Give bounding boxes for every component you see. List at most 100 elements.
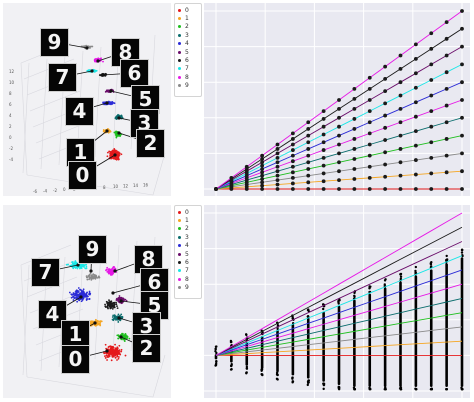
series-point <box>429 62 434 67</box>
point <box>117 337 120 340</box>
series-line-5 <box>215 283 463 356</box>
point <box>77 266 80 268</box>
series-point <box>306 180 311 185</box>
point <box>113 317 116 319</box>
legend-label: 5 <box>185 250 189 258</box>
series-point <box>429 155 434 160</box>
legend-label: 2 <box>185 23 189 31</box>
series-point <box>321 124 326 129</box>
series-point <box>260 163 265 168</box>
point <box>99 320 102 322</box>
series-point <box>275 173 280 178</box>
series-point <box>460 80 464 85</box>
point <box>104 357 107 359</box>
point <box>128 337 131 340</box>
point <box>73 294 76 297</box>
series-point <box>460 98 464 102</box>
series-line-7 <box>215 255 463 356</box>
series-point <box>383 187 388 191</box>
legend-entry-5: 5 <box>178 250 198 258</box>
series-point <box>444 20 449 25</box>
point <box>106 305 109 308</box>
point <box>88 298 91 300</box>
legend-entry-5: 5 <box>178 48 198 56</box>
series-point <box>383 150 388 155</box>
point <box>95 276 97 279</box>
series-point <box>460 9 464 13</box>
point <box>115 150 117 152</box>
point <box>77 295 80 298</box>
series-point <box>321 171 326 176</box>
x-tick-label: 16 <box>143 182 149 187</box>
outlier-point <box>414 388 418 391</box>
outlier-point <box>275 377 279 381</box>
point <box>72 293 75 296</box>
series-point <box>352 96 357 101</box>
point <box>91 322 94 325</box>
point <box>124 354 127 357</box>
outlier-point <box>445 388 448 391</box>
series-point <box>444 53 449 58</box>
outlier-point <box>398 387 402 390</box>
series-point <box>290 142 295 147</box>
point <box>112 345 114 348</box>
legend-marker <box>178 50 181 54</box>
legend-entry-0: 0 <box>178 6 198 14</box>
point <box>112 349 115 352</box>
series-point <box>367 142 372 147</box>
outlier-point <box>214 350 217 353</box>
point <box>111 307 114 310</box>
point <box>114 117 117 120</box>
series-point <box>306 153 311 158</box>
z-tick-label: -4 <box>9 157 13 162</box>
series-point <box>413 56 418 61</box>
spread-column <box>352 290 357 391</box>
grid-line <box>20 62 28 176</box>
point <box>119 314 121 317</box>
point <box>106 89 108 92</box>
point <box>115 136 118 139</box>
legend-label: 4 <box>185 242 189 250</box>
point <box>114 343 116 346</box>
point <box>121 297 124 300</box>
point <box>124 298 127 301</box>
series-point <box>460 133 464 138</box>
outlier-point <box>353 388 356 391</box>
series-point <box>413 114 418 119</box>
outlier-point <box>307 381 310 384</box>
legend-marker <box>178 277 181 281</box>
outlier-point <box>214 364 217 367</box>
x-tick-label: -2 <box>53 188 57 193</box>
series-point <box>367 98 372 102</box>
outlier-point <box>461 254 464 258</box>
series-point <box>444 70 449 75</box>
outlier-point <box>322 387 325 391</box>
point <box>114 356 117 359</box>
z-tick-label: 2 <box>9 124 12 129</box>
legend-marker <box>178 261 181 265</box>
point <box>81 291 84 294</box>
series-point <box>352 177 357 181</box>
leader-dot <box>111 291 115 295</box>
z-tick-label: 8 <box>9 91 12 96</box>
point <box>99 322 101 325</box>
point <box>100 57 102 60</box>
series-point <box>337 169 341 174</box>
point <box>110 351 113 354</box>
point <box>80 298 82 300</box>
point <box>91 45 94 48</box>
point <box>117 313 120 316</box>
point <box>105 269 107 272</box>
series-point <box>260 167 265 171</box>
legend-label: 1 <box>185 217 189 225</box>
series-point <box>306 120 311 125</box>
point <box>105 300 108 303</box>
point <box>65 263 68 266</box>
digit-thumbnail-0: 0 <box>61 345 90 374</box>
leader-dot <box>117 116 121 120</box>
point <box>110 349 113 352</box>
point <box>113 314 116 317</box>
grid-line <box>94 46 102 158</box>
point <box>123 340 126 342</box>
